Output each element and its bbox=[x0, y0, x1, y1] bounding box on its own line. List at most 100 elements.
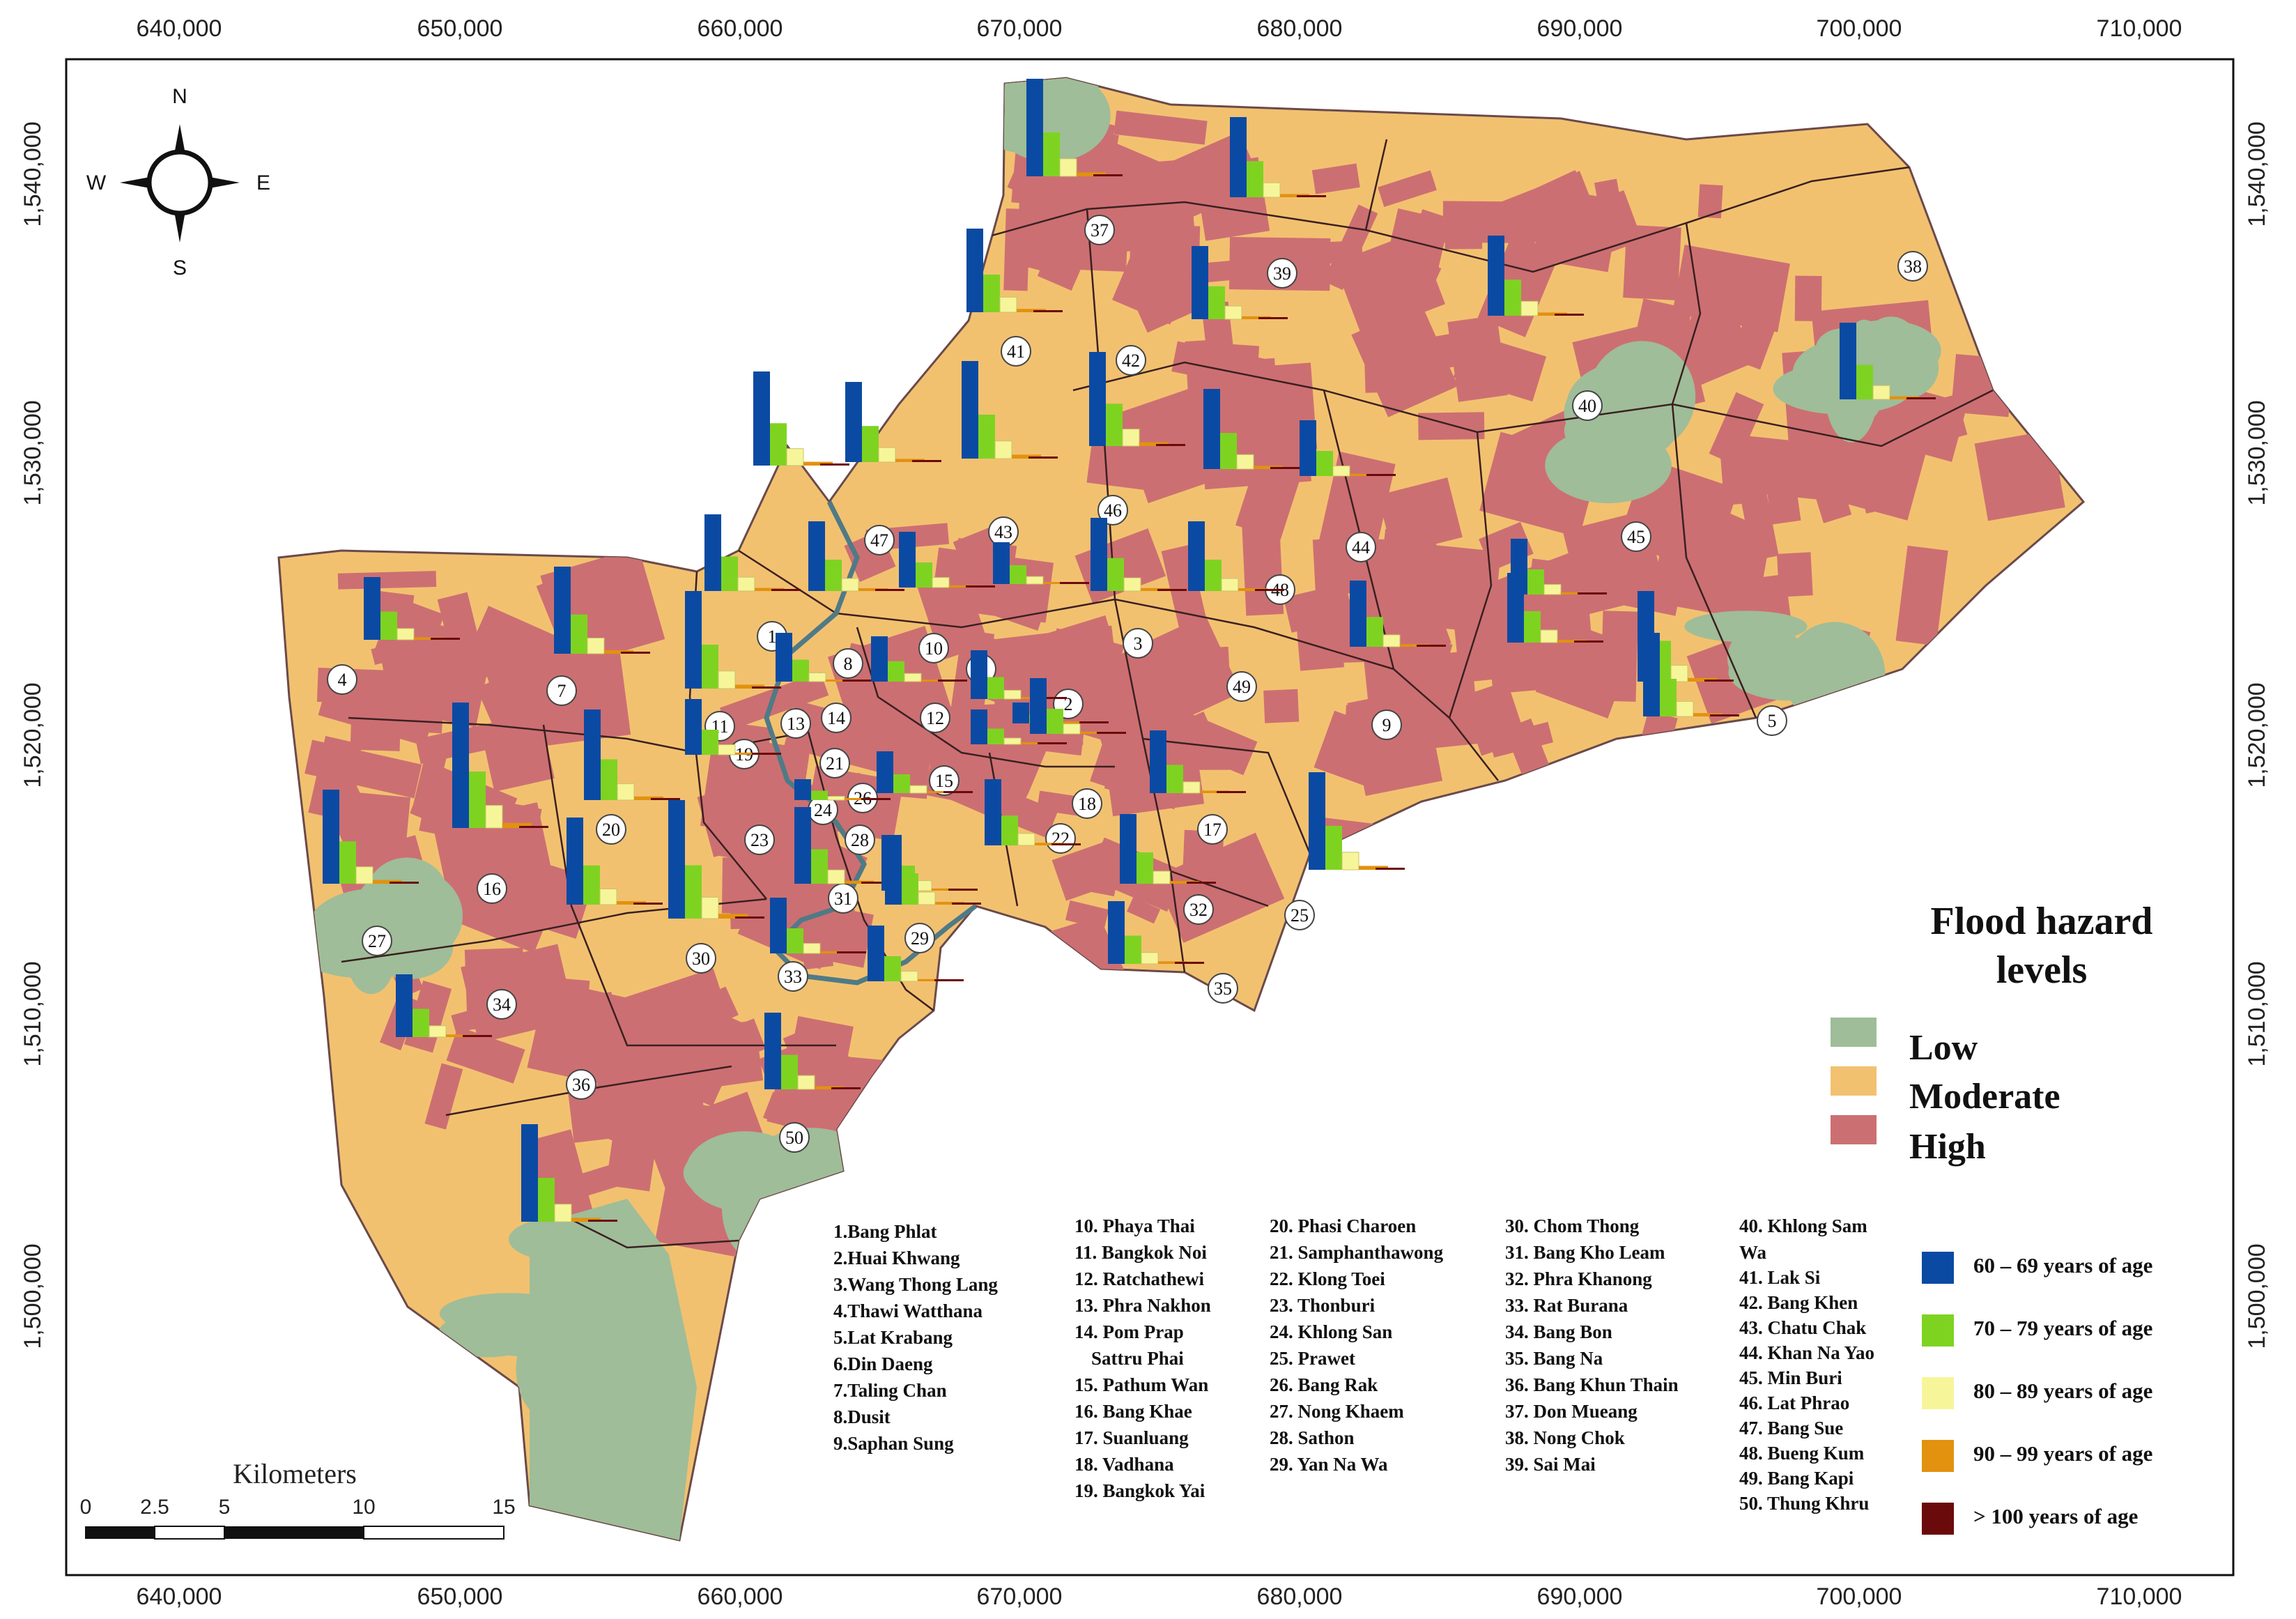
age-80-89-bar bbox=[1003, 689, 1022, 700]
age-bar-chart bbox=[396, 974, 492, 1038]
high-hazard-patch bbox=[1442, 201, 1522, 243]
district-name: 25. Prawet bbox=[1270, 1348, 1355, 1369]
compass-n: N bbox=[172, 85, 187, 108]
age-100-plus-bar bbox=[837, 951, 866, 953]
age-90-99-bar bbox=[718, 914, 748, 919]
district-name: 10. Phaya Thai bbox=[1074, 1215, 1195, 1236]
age-70-79-bar bbox=[1125, 935, 1141, 964]
age-100-plus-bar bbox=[1710, 714, 1739, 716]
age-80-89-bar bbox=[827, 869, 845, 884]
district-number: 39 bbox=[1273, 263, 1291, 284]
age-100-plus-bar bbox=[1097, 732, 1126, 734]
age-80-89-bar bbox=[1543, 584, 1562, 595]
district-number-12: 12 bbox=[920, 703, 950, 733]
district-marker bbox=[1116, 345, 1146, 376]
high-hazard-patch bbox=[1877, 437, 1911, 489]
age-90-99-bar bbox=[1693, 713, 1723, 716]
district-number: 34 bbox=[493, 995, 511, 1015]
district-marker bbox=[904, 923, 935, 953]
age-70-79-bar bbox=[721, 556, 738, 591]
age-80-89-bar bbox=[1221, 578, 1239, 592]
district-number: 24 bbox=[814, 800, 832, 820]
age-100-plus-bar bbox=[1156, 444, 1185, 446]
age-70-79-bar bbox=[1856, 365, 1873, 399]
district-number: 32 bbox=[1189, 900, 1208, 920]
age-90-99-bar bbox=[502, 822, 532, 828]
age-60-69-bar bbox=[971, 709, 987, 744]
age-70-79-bar bbox=[1316, 451, 1333, 476]
x-label-bottom: 660,000 bbox=[698, 1583, 783, 1610]
x-label-top: 690,000 bbox=[1537, 15, 1623, 42]
age-80-89-bar bbox=[827, 796, 845, 801]
age-90-99-bar bbox=[932, 888, 961, 891]
age-70-79-bar bbox=[811, 790, 828, 800]
age-100-plus-bar bbox=[966, 585, 995, 588]
district-marker bbox=[1346, 532, 1376, 562]
age-80-89-bar bbox=[355, 866, 373, 884]
age-100-plus-bar bbox=[1093, 174, 1123, 176]
age-60-69-bar bbox=[808, 521, 825, 591]
age-60-69-bar bbox=[1108, 901, 1125, 964]
district-marker bbox=[779, 1122, 810, 1153]
high-hazard-patch bbox=[437, 592, 488, 684]
district-marker bbox=[1097, 495, 1128, 525]
age-100-plus-bar bbox=[1255, 589, 1284, 591]
district-name: 5.Lat Krabang bbox=[833, 1327, 953, 1348]
age-80-89-bar bbox=[718, 670, 736, 689]
age-bar-chart bbox=[764, 1013, 861, 1090]
age-60-69-bar bbox=[1300, 420, 1316, 476]
high-hazard-patch bbox=[1408, 581, 1451, 650]
age-bar-chart bbox=[885, 835, 981, 905]
age-bar-chart bbox=[868, 926, 964, 982]
age-80-89-bar bbox=[900, 971, 918, 982]
x-label-top: 680,000 bbox=[1257, 15, 1343, 42]
district-marker bbox=[1371, 709, 1402, 740]
age-80-89-bar bbox=[1341, 852, 1359, 870]
low-hazard-patch bbox=[530, 1199, 697, 1540]
age-70-79-bar bbox=[1047, 709, 1063, 734]
age-group-legend: 60 – 69 years of age 70 – 79 years of ag… bbox=[1922, 1252, 2152, 1535]
age-60-69-bar bbox=[993, 542, 1010, 584]
district-number-32: 32 bbox=[1183, 894, 1214, 925]
high-hazard-patch bbox=[1127, 897, 1161, 924]
age-80-89-bar bbox=[1670, 665, 1688, 682]
age-80-89-bar bbox=[617, 783, 635, 801]
high-hazard-patch bbox=[1729, 312, 1778, 370]
district-number-47: 47 bbox=[864, 525, 895, 555]
age-90-99-bar bbox=[617, 901, 646, 905]
age-70-79-bar bbox=[978, 415, 995, 459]
high-hazard-patch bbox=[1813, 441, 1870, 504]
x-label-bottom: 700,000 bbox=[1817, 1583, 1902, 1610]
age-90-99-bar bbox=[927, 791, 956, 793]
age-100-plus-label: > 100 years of age bbox=[1973, 1504, 2138, 1528]
high-hazard-patch bbox=[1104, 773, 1153, 802]
age-90-99-bar bbox=[803, 461, 833, 466]
age-90-99-bar bbox=[1350, 473, 1379, 476]
y-label-left: 1,500,000 bbox=[20, 1243, 46, 1349]
age-60-69-bar bbox=[770, 898, 787, 953]
age-90-99-bar bbox=[1359, 866, 1388, 870]
district-marker bbox=[686, 943, 716, 974]
district-name: 19. Bangkok Yai bbox=[1074, 1480, 1205, 1501]
age-80-89-bar bbox=[1026, 576, 1044, 585]
district-name: 21. Samphanthawong bbox=[1270, 1242, 1444, 1263]
x-label-top: 670,000 bbox=[977, 15, 1063, 42]
age-70-79-bar bbox=[770, 423, 787, 466]
y-label-left: 1,530,000 bbox=[20, 400, 46, 505]
age-100-plus-bar bbox=[952, 903, 981, 905]
district-name-list: 1.Bang Phlat 2.Huai Khwang 3.Wang Thong … bbox=[833, 1215, 1874, 1514]
age-bar-chart bbox=[966, 229, 1063, 313]
age-90-99-bar bbox=[1400, 644, 1429, 647]
age-60-69-bar bbox=[567, 818, 583, 905]
age-80-89-swatch bbox=[1922, 1377, 1954, 1409]
district-name: 43. Chatu Chak bbox=[1739, 1317, 1866, 1338]
age-90-99-bar bbox=[755, 588, 784, 591]
age-80-89-bar bbox=[932, 577, 950, 588]
legend-low-label: Low bbox=[1909, 1028, 1978, 1068]
age-bar-chart bbox=[985, 779, 1081, 846]
district-number: 2 bbox=[1064, 694, 1073, 714]
x-label-bottom: 710,000 bbox=[2097, 1583, 2182, 1610]
age-80-89-bar bbox=[878, 447, 896, 463]
district-number-10: 10 bbox=[918, 633, 949, 663]
age-70-79-label: 70 – 79 years of age bbox=[1973, 1316, 2152, 1340]
